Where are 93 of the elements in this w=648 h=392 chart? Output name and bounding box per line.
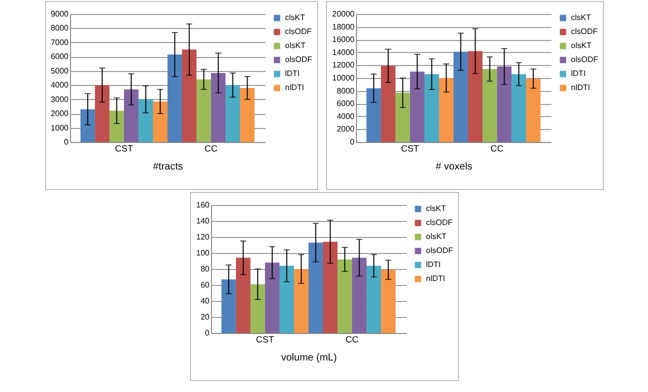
- x-tick-label: CST: [255, 334, 274, 344]
- legend-label: nlDTI: [426, 274, 445, 283]
- bar: [322, 242, 338, 333]
- y-tick-label: 0: [204, 328, 210, 338]
- bar: [293, 269, 308, 333]
- bar: [196, 79, 211, 142]
- y-tick-label: 1000: [50, 123, 69, 132]
- y-tick-label: 5000: [50, 66, 69, 76]
- bar: [152, 101, 167, 142]
- legend-label: clsKT: [284, 13, 305, 22]
- y-tick-label: 60: [200, 280, 210, 290]
- y-tick-label: 160: [196, 200, 210, 210]
- bar: [453, 52, 468, 142]
- y-tick-label: 6000: [336, 99, 355, 108]
- x-axis-title: #tracts: [152, 162, 183, 172]
- legend-label: clsODF: [284, 27, 312, 36]
- bar: [210, 73, 226, 142]
- bar: [394, 92, 410, 142]
- x-axis-title: # voxels: [435, 162, 472, 172]
- bar: [80, 109, 94, 142]
- bar: [220, 279, 236, 333]
- bar: [352, 258, 366, 333]
- bar: [380, 66, 395, 142]
- legend-label: clsKT: [570, 13, 591, 22]
- y-tick-label: 4000: [336, 112, 355, 121]
- bar: [94, 85, 109, 142]
- bar: [496, 66, 512, 142]
- y-tick-label: 8000: [50, 24, 69, 33]
- legend-label: lDTI: [284, 69, 300, 78]
- x-axis-title: volume (mL): [280, 352, 336, 364]
- y-tick-label: 7000: [50, 38, 69, 47]
- y-tick-label: 3000: [50, 94, 69, 104]
- bar: [278, 266, 294, 333]
- legend-label: olsODF: [426, 246, 453, 255]
- bar: [409, 72, 424, 142]
- y-tick-label: 120: [196, 232, 210, 242]
- y-tick-label: 40: [200, 296, 210, 306]
- y-tick-label: 10000: [332, 74, 355, 82]
- y-tick-label: 18000: [332, 22, 355, 32]
- bar: [366, 266, 381, 333]
- y-tick-label: 0: [64, 138, 69, 146]
- bar: [225, 85, 240, 142]
- y-tick-label: 80: [200, 264, 210, 274]
- x-tick-label: CST: [400, 144, 419, 154]
- legend-label: olsKT: [426, 232, 446, 241]
- y-tick-label: 2000: [50, 109, 69, 118]
- legend-label: nlDTI: [570, 83, 590, 92]
- bar: [526, 78, 540, 142]
- bar: [182, 50, 196, 142]
- bar: [337, 259, 352, 333]
- bar: [366, 88, 380, 142]
- bar: [424, 74, 438, 142]
- bar: [264, 262, 279, 333]
- bar: [438, 78, 453, 142]
- legend-label: olsODF: [284, 55, 312, 64]
- y-tick-label: 8000: [336, 86, 355, 96]
- legend-label: clsKT: [426, 204, 446, 213]
- bar: [235, 258, 250, 333]
- legend-label: clsODF: [570, 27, 598, 36]
- bar: [108, 110, 124, 142]
- y-tick-label: 9000: [50, 10, 69, 18]
- bar: [468, 51, 482, 142]
- x-tick-label: CC: [490, 144, 504, 154]
- bar: [123, 89, 138, 142]
- y-tick-label: 20: [200, 312, 210, 322]
- legend-label: olsKT: [284, 41, 306, 50]
- y-tick-label: 140: [196, 216, 210, 226]
- x-tick-label: CC: [204, 144, 218, 154]
- bar: [250, 284, 264, 333]
- bar: [167, 54, 182, 142]
- bar: [138, 99, 152, 142]
- bar: [511, 74, 526, 142]
- y-tick-label: 0: [350, 138, 355, 146]
- bar: [240, 88, 254, 142]
- bar: [380, 270, 396, 333]
- bar: [482, 69, 497, 142]
- legend-label: lDTI: [426, 260, 440, 269]
- x-tick-label: CC: [345, 334, 359, 344]
- bar: [308, 242, 323, 333]
- y-tick-label: 100: [196, 248, 210, 258]
- legend-label: lDTI: [570, 69, 586, 78]
- legend-label: clsODF: [426, 218, 452, 227]
- legend-label: olsODF: [570, 55, 598, 64]
- y-tick-label: 6000: [50, 52, 69, 62]
- y-tick-label: 2000: [336, 124, 355, 134]
- y-tick-label: 14000: [332, 48, 355, 57]
- legend-label: olsKT: [570, 41, 592, 50]
- y-tick-label: 16000: [332, 35, 355, 44]
- legend-label: nlDTI: [284, 83, 304, 92]
- y-tick-label: 4000: [50, 80, 69, 90]
- y-tick-label: 20000: [332, 10, 355, 18]
- x-tick-label: CST: [114, 144, 133, 154]
- y-tick-label: 12000: [332, 60, 355, 70]
